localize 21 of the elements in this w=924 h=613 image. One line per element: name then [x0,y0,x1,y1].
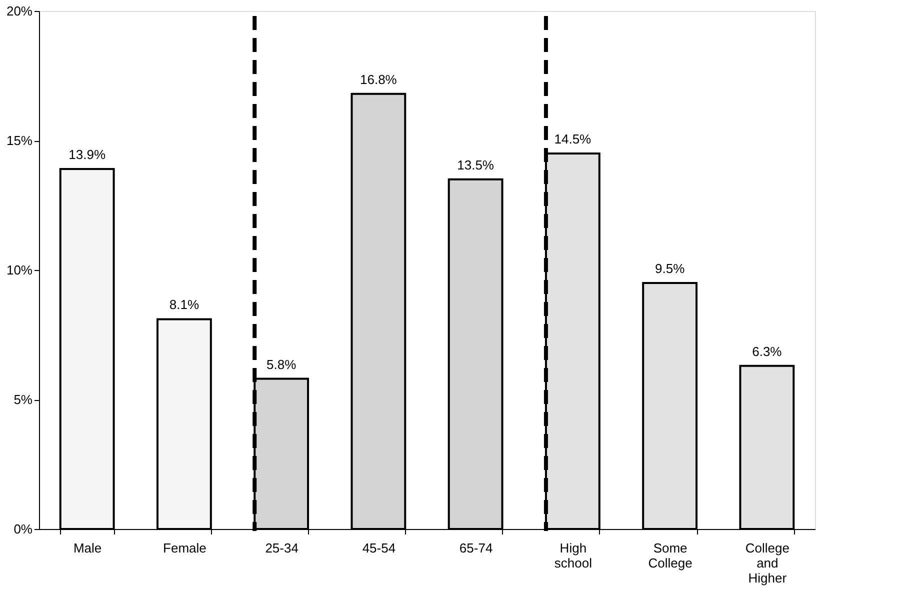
x-tick-label: 25-34 [265,540,298,556]
y-tick-label: 15% [6,133,33,148]
data-label: 13.9% [68,146,106,162]
x-tick-label: 65-74 [459,540,493,556]
y-tick-label: 20% [6,4,33,18]
data-label: 6.3% [752,344,782,359]
data-label: 9.5% [654,260,686,276]
x-tick-label: Some College [648,540,692,570]
data-label: 16.8% [360,72,398,87]
data-label: 8.1% [169,297,200,312]
x-tick-label: Male [73,540,102,556]
y-tick-label: 5% [14,392,33,407]
x-tick-label: Female [163,540,206,556]
data-label: 5.8% [266,356,297,372]
x-tick-label: 45-54 [362,540,396,556]
y-tick-label: 10% [6,262,33,278]
data-label: 13.5% [457,157,494,172]
x-tick-label: High school [554,540,592,570]
y-tick-label: 0% [14,522,33,536]
data-label: 14.5% [554,131,592,146]
x-tick-label: College and Higher [745,540,790,586]
